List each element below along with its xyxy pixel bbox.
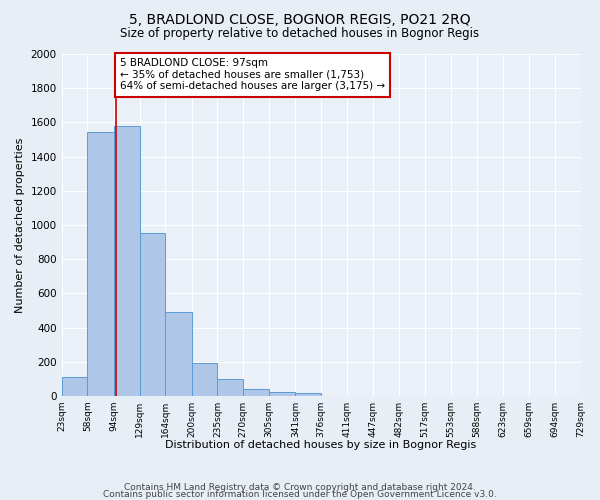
Bar xyxy=(140,234,165,396)
Y-axis label: Number of detached properties: Number of detached properties xyxy=(15,138,25,312)
Bar xyxy=(217,379,243,396)
Text: Contains public sector information licensed under the Open Government Licence v3: Contains public sector information licen… xyxy=(103,490,497,499)
Bar xyxy=(88,132,114,396)
Text: Contains HM Land Registry data © Crown copyright and database right 2024.: Contains HM Land Registry data © Crown c… xyxy=(124,484,476,492)
Bar xyxy=(62,376,88,396)
Bar xyxy=(165,312,192,396)
Text: Size of property relative to detached houses in Bognor Regis: Size of property relative to detached ho… xyxy=(121,28,479,40)
Bar xyxy=(269,392,295,396)
Bar xyxy=(192,364,217,396)
Text: 5 BRADLOND CLOSE: 97sqm
← 35% of detached houses are smaller (1,753)
64% of semi: 5 BRADLOND CLOSE: 97sqm ← 35% of detache… xyxy=(120,58,385,92)
Text: 5, BRADLOND CLOSE, BOGNOR REGIS, PO21 2RQ: 5, BRADLOND CLOSE, BOGNOR REGIS, PO21 2R… xyxy=(129,12,471,26)
Bar xyxy=(295,394,321,396)
Bar xyxy=(114,126,140,396)
Bar xyxy=(243,389,269,396)
X-axis label: Distribution of detached houses by size in Bognor Regis: Distribution of detached houses by size … xyxy=(166,440,477,450)
